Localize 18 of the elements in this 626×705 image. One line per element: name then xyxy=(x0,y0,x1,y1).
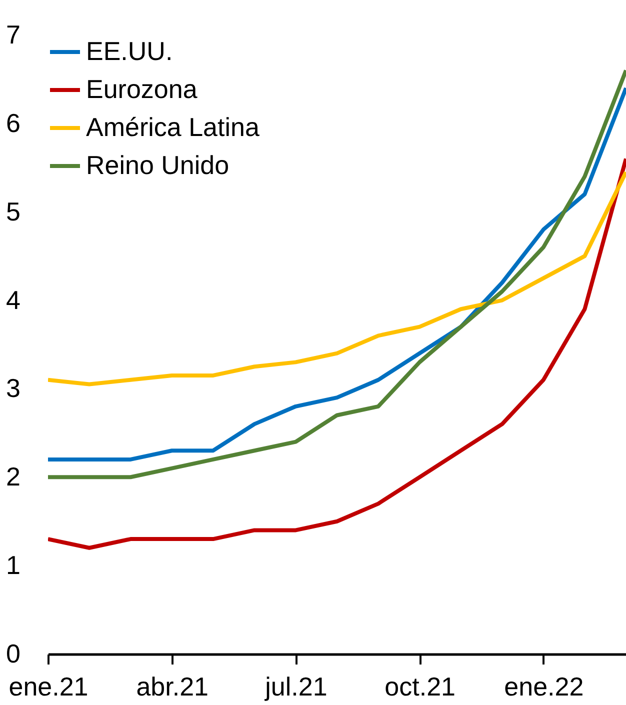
y-tick-label: 4 xyxy=(6,284,20,315)
y-tick-label: 6 xyxy=(6,108,20,138)
x-tick-label: abr.21 xyxy=(136,672,209,702)
line-series xyxy=(48,156,626,550)
x-tick-label: ene.22 xyxy=(504,672,584,702)
legend-label: Reino Unido xyxy=(86,150,230,180)
y-tick-label: 1 xyxy=(6,550,20,580)
legend-label: América Latina xyxy=(86,112,260,142)
y-tick-label: 7 xyxy=(6,20,20,50)
legend-label: Eurozona xyxy=(86,74,198,104)
y-tick-label: 5 xyxy=(6,196,20,226)
y-tick-label: 2 xyxy=(6,462,20,492)
y-tick-label: 0 xyxy=(6,638,20,668)
x-tick-label: oct.21 xyxy=(384,672,456,702)
x-tick-label: ene.21 xyxy=(8,672,88,702)
legend-label: EE.UU. xyxy=(86,36,173,66)
x-tick-label: jul.21 xyxy=(264,672,328,702)
y-tick-label: 3 xyxy=(6,373,20,404)
